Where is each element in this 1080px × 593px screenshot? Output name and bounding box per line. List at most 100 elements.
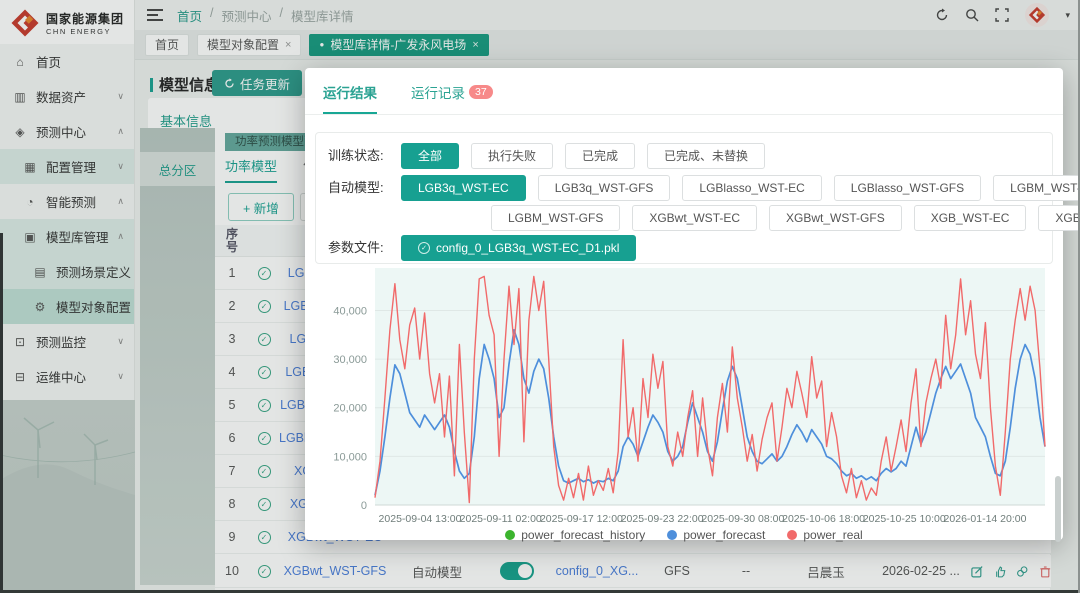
user-menu-caret-icon[interactable]: ▾ bbox=[1065, 9, 1070, 20]
model-chip[interactable]: LGBM_WST-GFS bbox=[491, 205, 621, 231]
chevron-down-icon: ∨ bbox=[117, 336, 124, 346]
legend-label: power_real bbox=[803, 528, 863, 542]
sidebar-item-配置管理[interactable]: ▦ 配置管理 ∨ bbox=[0, 149, 134, 184]
status-chip[interactable]: 执行失败 bbox=[471, 143, 554, 169]
model-chip[interactable]: LGB3q_WST-EC bbox=[401, 175, 526, 201]
modal-tab-label: 运行结果 bbox=[323, 86, 377, 101]
legend-item-power_forecast[interactable]: power_forecast bbox=[667, 528, 765, 542]
status-check-icon: ✓ bbox=[257, 398, 271, 412]
breadcrumb-item[interactable]: 首页 bbox=[177, 9, 203, 24]
status-chip[interactable]: 全部 bbox=[401, 143, 460, 169]
page-tab-label: 首页 bbox=[155, 38, 180, 52]
empty-value: -- bbox=[741, 564, 751, 578]
modal-tab-运行结果[interactable]: 运行结果 bbox=[323, 82, 377, 114]
status-check-icon: ✓ bbox=[257, 530, 271, 544]
close-icon[interactable]: × bbox=[285, 38, 292, 51]
logo-title: 国家能源集团 bbox=[46, 12, 125, 26]
fullscreen-icon[interactable] bbox=[995, 8, 1010, 22]
sidebar-item-智能预测[interactable]: ◔ 智能预测 ∧ bbox=[0, 184, 134, 219]
topbar-icons: ▾ bbox=[935, 0, 1070, 30]
sidebar-item-模型对象配置[interactable]: ⚙ 模型对象配置 bbox=[0, 289, 134, 324]
sidebar-item-label: 智能预测 bbox=[46, 196, 97, 210]
search-icon[interactable] bbox=[965, 8, 979, 22]
sidebar-item-预测监控[interactable]: ⊡ 预测监控 ∨ bbox=[0, 324, 134, 359]
svg-text:0: 0 bbox=[361, 500, 367, 512]
breadcrumb-item: 预测中心 bbox=[221, 9, 272, 24]
sidebar-item-预测中心[interactable]: ◈ 预测中心 ∧ bbox=[0, 114, 134, 149]
chevron-down-icon: ∨ bbox=[117, 161, 124, 171]
model-chip[interactable]: XGBwt_WST-GFS bbox=[769, 205, 902, 231]
delete-icon[interactable] bbox=[1039, 565, 1052, 578]
wind-farm-illustration bbox=[0, 400, 135, 590]
page-tab[interactable]: 模型对象配置 × bbox=[197, 33, 302, 56]
menu-item-icon: ⚙ bbox=[34, 299, 46, 314]
status-check-icon: ✓ bbox=[257, 431, 271, 445]
task-update-button[interactable]: 任务更新 bbox=[212, 70, 303, 96]
refresh-icon[interactable] bbox=[935, 8, 949, 22]
legend-item-power_real[interactable]: power_real bbox=[787, 528, 863, 542]
legend-item-power_forecast_history[interactable]: power_forecast_history bbox=[505, 528, 645, 542]
close-icon[interactable]: × bbox=[472, 38, 479, 51]
sidebar-item-模型库管理[interactable]: ▣ 模型库管理 ∧ bbox=[0, 219, 134, 254]
status-chip[interactable]: 已完成、未替换 bbox=[647, 143, 766, 169]
model-chip[interactable]: XGB_WST-EC bbox=[913, 205, 1027, 231]
model-chip[interactable]: LGB3q_WST-GFS bbox=[537, 175, 671, 201]
menu-item-icon: ▦ bbox=[24, 159, 36, 174]
modal-scrollbar[interactable] bbox=[1055, 476, 1061, 542]
sidebar-item-数据资产[interactable]: ▥ 数据资产 ∨ bbox=[0, 79, 134, 114]
svg-text:2025-09-30 08:00: 2025-09-30 08:00 bbox=[701, 513, 784, 525]
sidebar-item-label: 运维中心 bbox=[36, 371, 87, 385]
enable-toggle[interactable] bbox=[500, 562, 534, 580]
chn-energy-logo-icon bbox=[11, 9, 39, 37]
svg-text:30,000: 30,000 bbox=[333, 354, 367, 366]
model-chip[interactable]: XGB_WST-GFS bbox=[1038, 205, 1080, 231]
edit-icon[interactable] bbox=[971, 565, 984, 578]
config-file-link[interactable]: config_0_XG... bbox=[555, 564, 639, 578]
svg-text:2025-09-11 02:00: 2025-09-11 02:00 bbox=[460, 513, 542, 525]
avatar[interactable] bbox=[1025, 3, 1050, 27]
svg-text:2026-01-14 20:00: 2026-01-14 20:00 bbox=[944, 513, 1027, 525]
zone-tab-total[interactable]: 总分区 bbox=[140, 152, 215, 186]
row-no: 6 bbox=[228, 431, 236, 445]
page-tab[interactable]: 首页 bbox=[145, 33, 190, 56]
model-chip[interactable]: XGBwt_WST-EC bbox=[632, 205, 758, 231]
window-edge-left bbox=[0, 233, 3, 593]
header-no: 序号 bbox=[225, 226, 238, 254]
add-button[interactable]: + 新增 bbox=[228, 193, 294, 221]
legend-dot-icon bbox=[787, 530, 798, 540]
link-icon[interactable] bbox=[1016, 565, 1029, 578]
line-chart-svg: 0 10,000 20,000 30,000 40,000 2025-09-04 13:0… bbox=[333, 268, 1046, 525]
publish-hand-icon[interactable] bbox=[994, 565, 1007, 578]
tab-power-model[interactable]: 功率模型 bbox=[225, 156, 278, 183]
chevron-up-icon: ∧ bbox=[117, 231, 124, 241]
row-status: ✓ bbox=[249, 299, 279, 313]
create-date: 2026-02-25 ... bbox=[882, 564, 960, 578]
model-chip[interactable]: LGBlasso_WST-EC bbox=[682, 175, 822, 201]
menu-item-icon: ⊟ bbox=[14, 369, 26, 384]
chart-legend: power_forecast_history power_forecast powe… bbox=[305, 528, 1063, 542]
sidebar-item-首页[interactable]: ⌂ 首页 bbox=[0, 44, 134, 79]
sidebar-item-label: 预测场景定义 bbox=[56, 266, 132, 280]
model-name-link[interactable]: XGBwt_WST-GFS bbox=[283, 564, 387, 578]
page-tab[interactable]: ● 模型库详情-广发永风电场 × bbox=[309, 33, 489, 56]
sidebar-item-预测场景定义[interactable]: ▤ 预测场景定义 bbox=[0, 254, 134, 289]
breadcrumb-separator: / bbox=[210, 5, 214, 20]
forecast-chart: 0 10,000 20,000 30,000 40,000 2025-09-04 13:0… bbox=[313, 268, 1055, 526]
filter-box: 训练状态: 全部 执行失败 已完成 已完成、未替换 自动模型: LGB3q_WST-E… bbox=[315, 132, 1080, 264]
chevron-down-icon: ∨ bbox=[117, 91, 124, 101]
section-title: 模型信息 bbox=[150, 74, 219, 95]
collapse-menu-icon[interactable] bbox=[147, 9, 163, 21]
modal-tab-运行记录[interactable]: 运行记录 37 bbox=[411, 82, 493, 114]
menu-item-icon: ⌂ bbox=[16, 54, 24, 69]
basic-info-link[interactable]: 基本信息 bbox=[160, 114, 213, 129]
sidebar-item-label: 模型对象配置 bbox=[56, 301, 132, 315]
model-chip[interactable]: LGBM_WST-EC bbox=[993, 175, 1080, 201]
sidebar-item-运维中心[interactable]: ⊟ 运维中心 ∨ bbox=[0, 359, 134, 394]
legend-dot-icon bbox=[505, 530, 516, 540]
chevron-up-icon: ∧ bbox=[117, 126, 124, 136]
status-check-icon: ✓ bbox=[257, 266, 271, 280]
param-file-chip[interactable]: ✓ config_0_LGB3q_WST-EC_D1.pkl bbox=[401, 235, 637, 261]
status-chip[interactable]: 已完成 bbox=[565, 143, 636, 169]
model-chip[interactable]: LGBlasso_WST-GFS bbox=[833, 175, 982, 201]
